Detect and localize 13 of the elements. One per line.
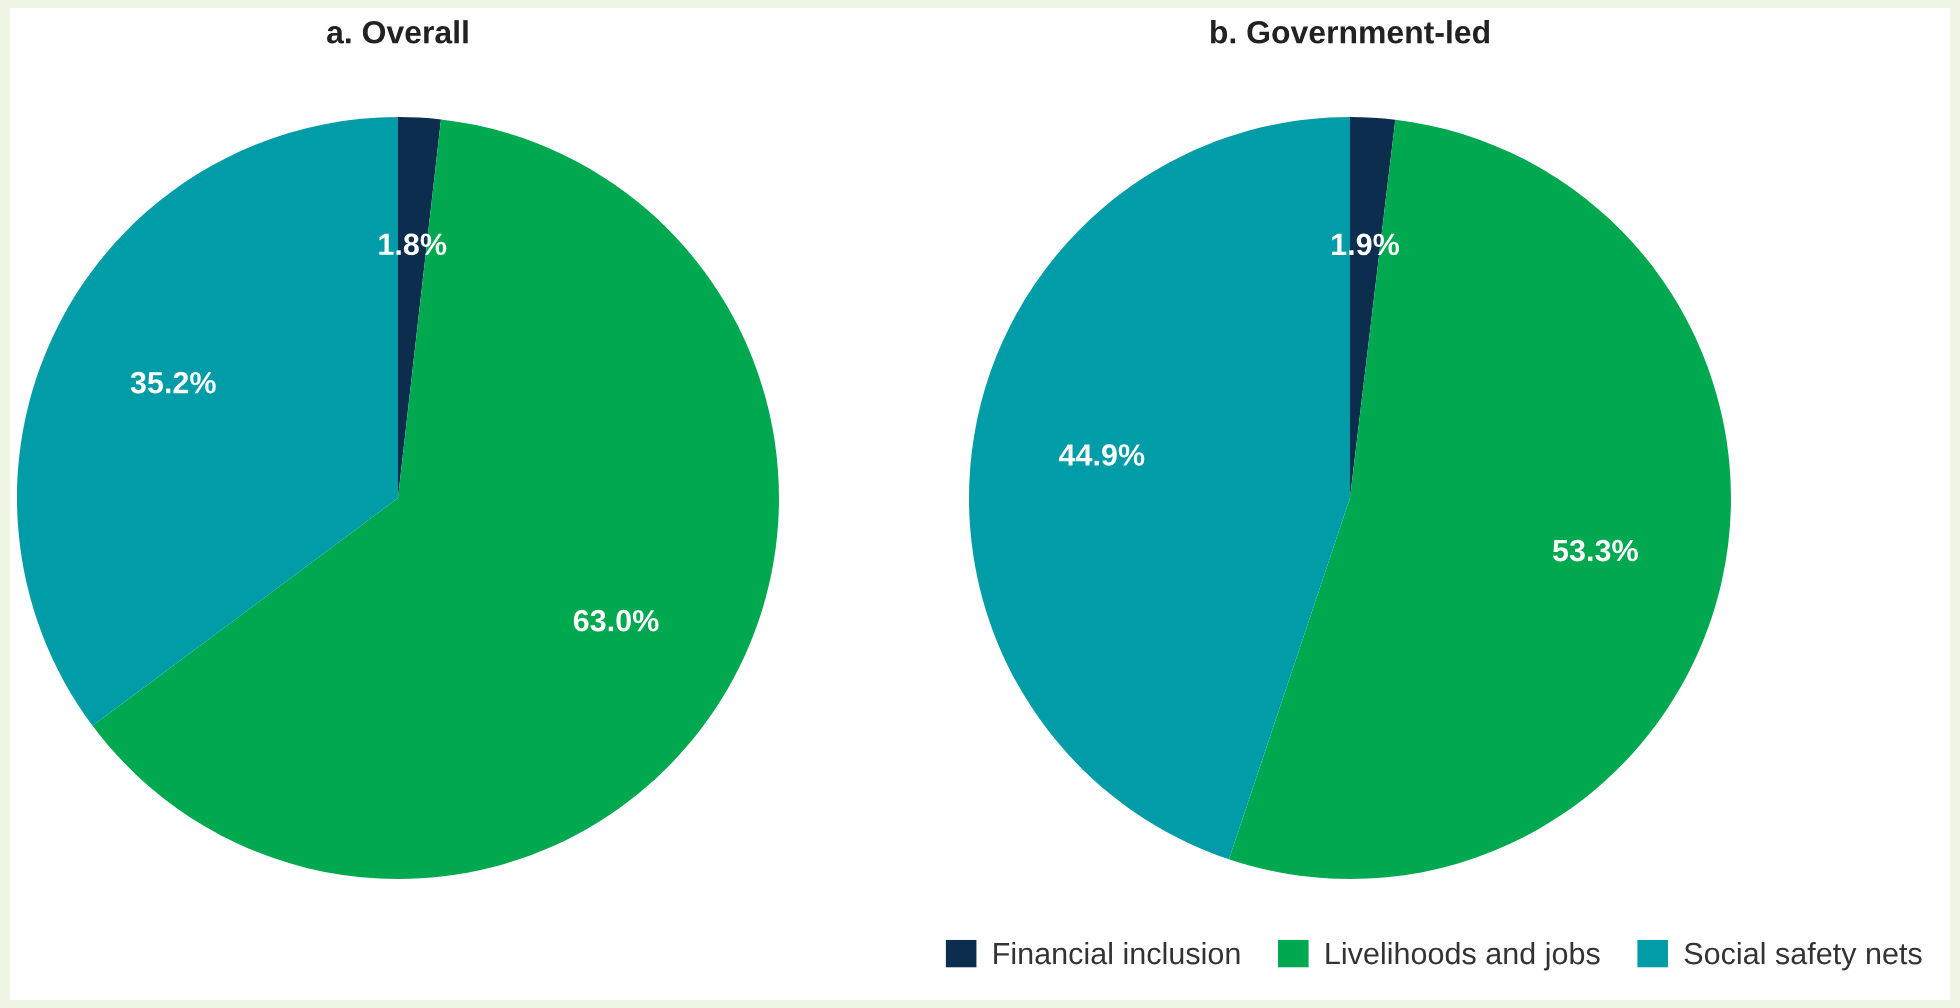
data-label: 1.9% bbox=[1332, 233, 1399, 256]
pie-slice bbox=[92, 119, 779, 879]
data-label: 53.3% bbox=[1552, 539, 1638, 562]
data-label: 1.8% bbox=[379, 233, 447, 256]
legend-label: Livelihoods and jobs bbox=[1326, 941, 1600, 971]
data-label: 44.9% bbox=[1058, 444, 1145, 466]
data-label: 63.0% bbox=[573, 609, 659, 632]
legend-label: Financial inclusion bbox=[994, 941, 1240, 965]
data-label: 35.2% bbox=[130, 371, 216, 394]
chart-title: a. Overall bbox=[327, 20, 468, 44]
chart-title: b. Government-led bbox=[1211, 20, 1490, 44]
pie-slice bbox=[1228, 119, 1731, 879]
legend-label: Social safety nets bbox=[1684, 941, 1922, 971]
